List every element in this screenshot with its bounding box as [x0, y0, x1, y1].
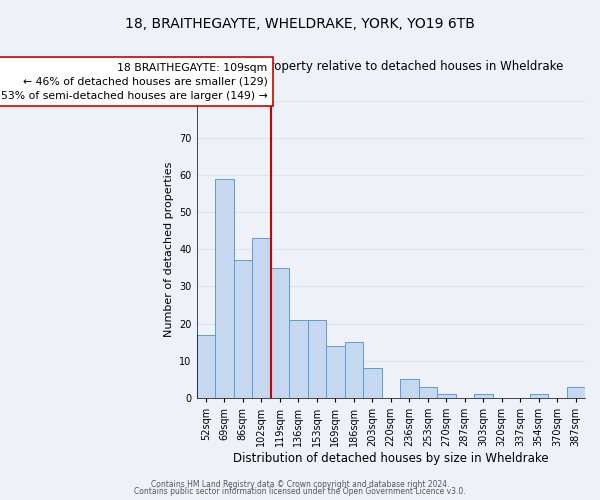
Bar [419, 387, 437, 398]
Bar [344, 342, 363, 398]
Bar [252, 238, 271, 398]
Bar [363, 368, 382, 398]
Bar [197, 335, 215, 398]
Bar [289, 320, 308, 398]
Bar [530, 394, 548, 398]
Text: Contains HM Land Registry data © Crown copyright and database right 2024.: Contains HM Land Registry data © Crown c… [151, 480, 449, 489]
Y-axis label: Number of detached properties: Number of detached properties [164, 162, 174, 337]
X-axis label: Distribution of detached houses by size in Wheldrake: Distribution of detached houses by size … [233, 452, 548, 465]
Text: Contains public sector information licensed under the Open Government Licence v3: Contains public sector information licen… [134, 487, 466, 496]
Text: 18, BRAITHEGAYTE, WHELDRAKE, YORK, YO19 6TB: 18, BRAITHEGAYTE, WHELDRAKE, YORK, YO19 … [125, 18, 475, 32]
Text: 18 BRAITHEGAYTE: 109sqm
← 46% of detached houses are smaller (129)
53% of semi-d: 18 BRAITHEGAYTE: 109sqm ← 46% of detache… [1, 62, 268, 100]
Bar [271, 268, 289, 398]
Bar [400, 380, 419, 398]
Bar [474, 394, 493, 398]
Bar [437, 394, 455, 398]
Title: Size of property relative to detached houses in Wheldrake: Size of property relative to detached ho… [218, 60, 563, 73]
Bar [308, 320, 326, 398]
Bar [566, 387, 585, 398]
Bar [233, 260, 252, 398]
Bar [215, 178, 233, 398]
Bar [326, 346, 344, 398]
